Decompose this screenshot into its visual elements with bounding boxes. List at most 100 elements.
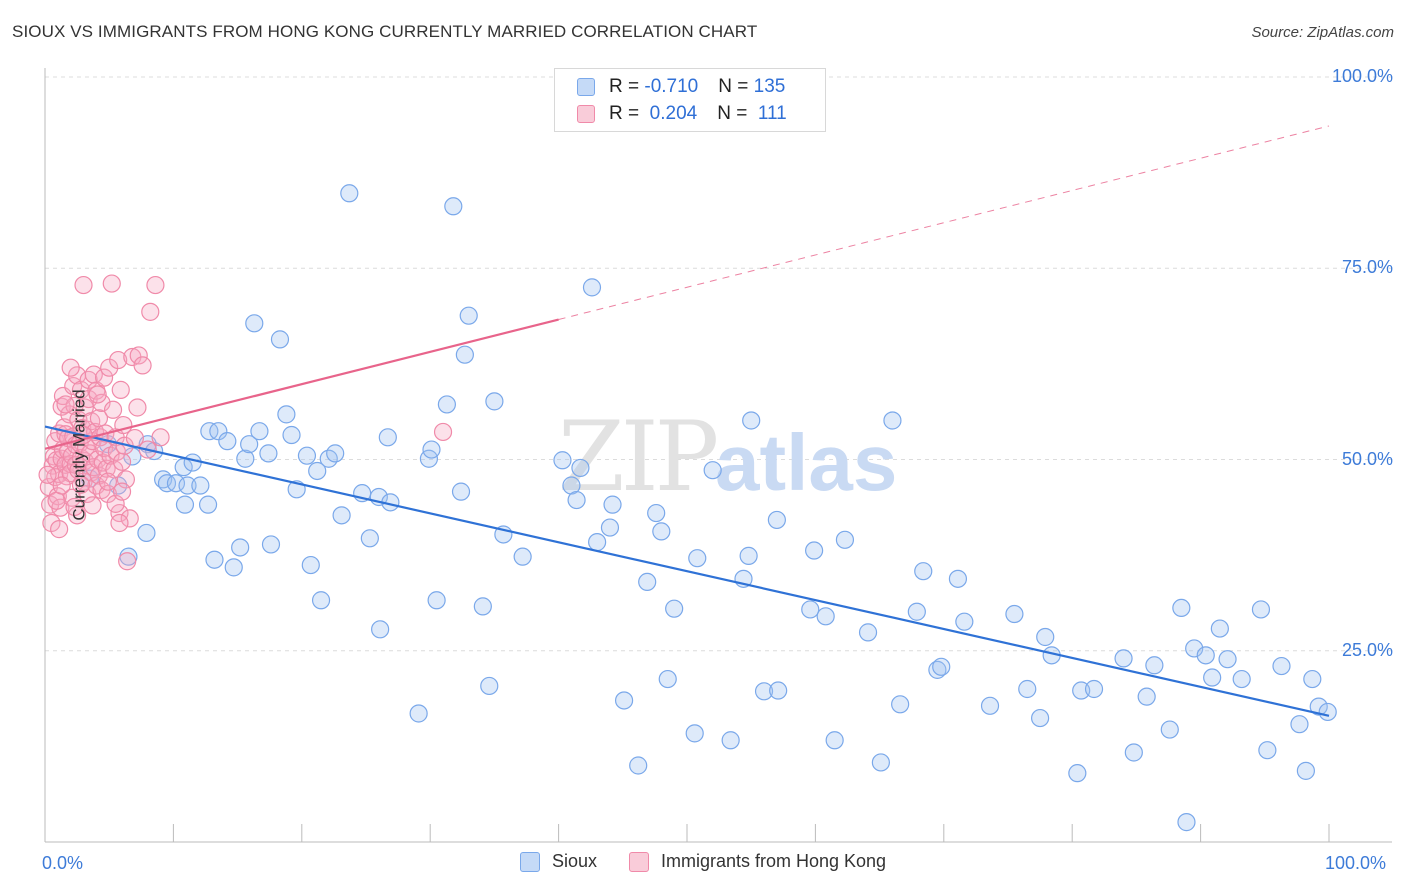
point-sioux	[835, 530, 855, 549]
legend-label-sioux: Sioux	[551, 851, 597, 871]
point-hongkong	[128, 398, 147, 417]
trend-lines	[44, 125, 1330, 717]
point-sioux	[1124, 743, 1143, 762]
point-sioux	[378, 428, 397, 447]
point-sioux	[224, 558, 243, 577]
point-sioux	[277, 405, 296, 424]
point-hongkong	[112, 482, 132, 501]
point-sioux	[1005, 604, 1024, 624]
point-sioux	[571, 458, 590, 478]
legend-r-value: -0.710	[644, 76, 699, 97]
legend-swatch-sioux	[577, 78, 595, 96]
point-sioux	[1203, 668, 1222, 687]
point-sioux	[1160, 720, 1179, 739]
point-sioux	[665, 599, 684, 618]
point-sioux	[191, 476, 210, 495]
legend-item-sioux[interactable]: Sioux	[519, 851, 597, 872]
series-hongkong-points	[38, 274, 453, 571]
point-sioux	[614, 691, 634, 710]
gridlines	[45, 76, 1392, 652]
point-sioux	[301, 555, 320, 575]
point-sioux	[1258, 741, 1277, 760]
point-sioux	[980, 696, 1000, 715]
point-sioux	[638, 572, 657, 592]
point-sioux	[422, 440, 441, 459]
legend-label-hongkong: Immigrants from Hong Kong	[660, 851, 887, 871]
point-sioux	[754, 682, 774, 701]
point-hongkong	[112, 452, 132, 471]
point-sioux	[1318, 702, 1337, 722]
point-hongkong	[65, 497, 84, 517]
legend-swatch-hongkong	[628, 851, 649, 872]
y-tick-label: 75.0%	[1341, 257, 1393, 278]
point-sioux	[1218, 650, 1237, 669]
point-sioux	[742, 411, 761, 430]
point-sioux	[326, 444, 345, 463]
legend-item-hongkong[interactable]: Immigrants from Hong Kong	[628, 851, 887, 872]
legend-n-value: 135	[753, 76, 786, 97]
point-sioux	[1068, 764, 1087, 783]
point-sioux	[485, 392, 504, 411]
point-sioux	[825, 731, 844, 750]
point-hongkong	[74, 275, 93, 295]
point-hongkong	[89, 409, 109, 428]
point-sioux	[231, 538, 250, 557]
point-sioux	[891, 695, 910, 714]
point-hongkong	[47, 491, 66, 510]
axes	[44, 68, 1392, 843]
point-sioux	[769, 681, 788, 700]
point-hongkong	[71, 380, 91, 399]
point-sioux	[948, 569, 968, 588]
point-sioux	[739, 546, 758, 565]
point-hongkong	[433, 422, 453, 442]
point-sioux	[166, 474, 186, 493]
point-sioux	[451, 482, 471, 501]
point-sioux	[1177, 813, 1196, 832]
point-hongkong	[83, 496, 102, 515]
point-sioux	[250, 422, 269, 441]
y-tick-label: 100.0%	[1331, 66, 1393, 86]
point-sioux	[1185, 639, 1204, 658]
legend-r-value: 0.204	[644, 103, 698, 124]
point-sioux	[907, 602, 926, 621]
series-legend: Sioux Immigrants from Hong Kong	[0, 851, 1406, 872]
point-sioux	[1036, 627, 1055, 647]
point-hongkong	[94, 368, 114, 387]
legend-row-hongkong: R = 0.204 N = 111	[577, 102, 787, 126]
point-sioux	[209, 422, 228, 441]
point-sioux	[1172, 598, 1191, 618]
point-sioux	[137, 523, 156, 543]
point-sioux	[1084, 679, 1104, 699]
point-sioux	[240, 435, 259, 454]
point-sioux	[282, 425, 301, 445]
point-sioux	[685, 724, 704, 743]
point-sioux	[629, 756, 648, 775]
point-sioux	[553, 451, 572, 470]
point-sioux	[767, 510, 786, 530]
point-sioux	[801, 600, 820, 619]
point-sioux	[308, 461, 327, 481]
point-sioux	[270, 330, 290, 349]
point-hongkong	[52, 476, 71, 495]
point-sioux	[1232, 669, 1251, 689]
chart-title: SIOUX VS IMMIGRANTS FROM HONG KONG CURRE…	[12, 22, 758, 41]
point-hongkong	[129, 346, 148, 365]
legend-n-label: N =	[717, 103, 753, 124]
point-hongkong	[98, 472, 118, 491]
point-sioux	[198, 495, 218, 514]
point-sioux	[245, 314, 264, 333]
point-sioux	[588, 533, 607, 552]
point-sioux	[459, 306, 478, 325]
point-sioux	[175, 495, 195, 514]
point-sioux	[205, 550, 224, 569]
point-sioux	[259, 444, 278, 463]
trend-line-hongkong-extension	[558, 125, 1330, 320]
watermark: ZIP atlas	[558, 401, 897, 513]
point-sioux	[513, 547, 532, 566]
legend-n-value: 111	[752, 103, 787, 124]
y-tick-label: 25.0%	[1341, 639, 1393, 660]
point-sioux	[1290, 715, 1309, 734]
point-sioux	[427, 591, 446, 610]
point-sioux	[652, 522, 671, 541]
